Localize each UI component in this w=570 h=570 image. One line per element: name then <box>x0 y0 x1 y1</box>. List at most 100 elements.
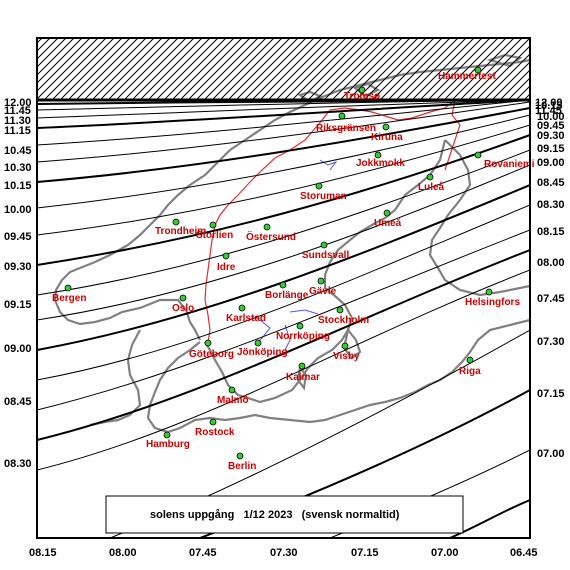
city-gavle: Gävle <box>309 277 337 297</box>
right-axis-label: 07.00 <box>537 448 565 460</box>
right-axis: 12.00 11.45 10.15 10.00 09.45 09.30 09.1… <box>535 97 565 460</box>
right-axis-label: 12.00 <box>535 97 563 109</box>
right-axis-label: 07.30 <box>537 336 565 348</box>
city-label: Kalmar <box>286 372 320 383</box>
polar-night-area <box>37 38 530 100</box>
left-axis-label: 12.00 <box>4 97 32 109</box>
city-label: Bergen <box>52 293 86 304</box>
caption-text: solens uppgång 1/12 2023 (svensk normalt… <box>150 509 400 521</box>
city-kalmar: Kalmar <box>286 362 320 383</box>
city-label: Idre <box>217 262 236 273</box>
right-axis-label: 08.00 <box>537 257 565 269</box>
left-axis: 12.00 11.45 11.30 11.15 10.45 10.30 10.1… <box>4 97 32 470</box>
left-axis-label: 10.45 <box>4 145 32 157</box>
bottom-axis-label: 07.30 <box>270 547 298 559</box>
city-label: Berlin <box>228 461 256 472</box>
city-hammerfest: Hammerfest <box>438 66 496 82</box>
city-riksgransen: Riksgränsen <box>316 112 376 134</box>
city-bergen: Bergen <box>52 284 86 304</box>
city-idre: Idre <box>217 252 236 273</box>
city-borlange: Borlänge <box>265 281 309 301</box>
city-lulea: Luleå <box>418 173 445 193</box>
right-axis-label: 10.15 <box>535 100 563 112</box>
city-label: Luleå <box>418 181 445 193</box>
left-axis-label: 08.45 <box>4 396 32 408</box>
left-axis-label: 10.00 <box>4 204 32 216</box>
city-goteborg: Göteborg <box>189 339 234 360</box>
city-label: Jönköping <box>237 347 288 358</box>
city-label: Göteborg <box>189 349 234 360</box>
city-umea: Umeå <box>374 209 402 229</box>
city-label: Riksgränsen <box>316 123 376 134</box>
right-axis-label: 09.00 <box>537 157 565 169</box>
city-label: Norrköping <box>276 331 330 342</box>
city-label: Östersund <box>246 230 296 243</box>
bottom-axis-label: 07.00 <box>431 547 459 559</box>
left-axis-label: 09.30 <box>4 261 32 273</box>
city-label: Umeå <box>374 217 402 229</box>
city-oslo: Oslo <box>172 294 194 314</box>
cities: Hammerfest Tromsø Riksgränsen Kiruna Jok… <box>52 66 535 472</box>
right-axis-label: 09.30 <box>537 130 565 142</box>
city-berlin: Berlin <box>228 452 256 472</box>
caption-box <box>105 495 464 534</box>
city-label: Sundsvall <box>302 250 349 261</box>
map-border <box>36 37 531 539</box>
city-label: Tromsø <box>344 91 381 102</box>
right-axis-label: 08.30 <box>537 199 565 211</box>
city-jonkoping: Jönköping <box>237 339 288 358</box>
city-label: Rovaniemi <box>484 159 535 170</box>
city-label: Oslo <box>172 303 194 314</box>
city-norrkoping: Norrköping <box>276 322 330 342</box>
city-label: Visby <box>333 351 360 362</box>
left-axis-label: 08.30 <box>4 458 32 470</box>
left-axis-label: 11.15 <box>4 125 31 137</box>
city-label: Jokkmokk <box>356 158 405 169</box>
city-label: Trondheim <box>155 226 206 237</box>
city-label: Storlien <box>196 230 233 241</box>
city-tromso: Tromsø <box>344 86 381 102</box>
right-axis-label: 09.15 <box>537 143 565 155</box>
left-axis-label: 10.30 <box>4 162 32 174</box>
city-ostersund: Östersund <box>246 223 296 243</box>
city-label: Stockholm <box>318 315 369 326</box>
city-rovaniemi: Rovaniemi <box>474 151 535 170</box>
bottom-axis-label: 07.15 <box>351 547 379 559</box>
city-label: Helsingfors <box>465 297 520 308</box>
city-sundsvall: Sundsvall <box>302 241 349 261</box>
city-label: Hammerfest <box>438 71 496 82</box>
city-helsingfors: Helsingfors <box>465 288 520 308</box>
left-axis-label: 11.30 <box>4 115 31 127</box>
city-jokkmokk: Jokkmokk <box>356 151 405 169</box>
right-axis-label: 07.15 <box>537 388 565 400</box>
bottom-axis-label: 08.00 <box>109 547 137 559</box>
left-axis-label: 09.00 <box>4 343 32 355</box>
bottom-axis-label: 07.45 <box>189 547 217 559</box>
city-riga: Riga <box>459 356 481 377</box>
right-axis-label: 10.00 <box>537 111 565 123</box>
bottom-axis: 08.15 08.00 07.45 07.30 07.15 07.00 06.4… <box>29 547 538 559</box>
city-label: Rostock <box>195 427 235 438</box>
left-axis-label: 11.45 <box>4 105 31 117</box>
right-axis-label: 08.45 <box>537 177 565 189</box>
left-axis-label: 10.15 <box>4 180 32 192</box>
left-axis-label: 09.45 <box>4 231 32 243</box>
isochrones <box>37 99 530 538</box>
city-rostock: Rostock <box>195 418 235 438</box>
city-karlstad: Karlstad <box>226 304 266 324</box>
city-label: Storuman <box>300 191 347 202</box>
city-trondheim: Trondheim <box>155 218 206 237</box>
city-storlien: Storlien <box>196 221 233 241</box>
right-axis-label: 09.45 <box>537 120 565 132</box>
city-label: Hamburg <box>146 439 190 450</box>
right-axis-label: 07.45 <box>537 293 565 305</box>
right-axis-label: 08.15 <box>537 226 565 238</box>
city-label: Malmö <box>217 395 249 406</box>
left-axis-label: 09.15 <box>4 299 32 311</box>
city-kiruna: Kiruna <box>371 123 403 143</box>
city-storuman: Storuman <box>300 182 347 202</box>
city-hamburg: Hamburg <box>146 431 190 450</box>
city-visby: Visby <box>333 342 360 362</box>
city-label: Borlänge <box>265 290 309 301</box>
